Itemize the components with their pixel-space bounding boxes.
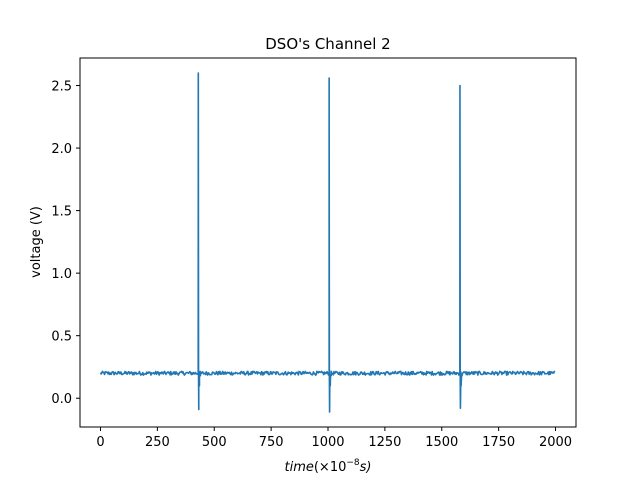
y-axis-label: voltage (V) — [29, 206, 44, 278]
y-tick-label: 2.5 — [51, 80, 72, 95]
y-tick-label: 1.0 — [51, 267, 72, 282]
x-axis-label-main: time — [284, 460, 313, 475]
y-tick-label: 0.0 — [51, 392, 72, 407]
x-axis-ticks: 0 250 500 750 1000 1250 1500 1750 2000 — [96, 427, 572, 450]
series-line — [99, 72, 556, 413]
x-axis-label-tail: s) — [360, 460, 372, 475]
y-tick-label: 1.5 — [51, 205, 72, 220]
y-axis-ticks: 0.0 0.5 1.0 1.5 2.0 2.5 — [51, 80, 80, 407]
x-tick-label: 500 — [202, 435, 227, 450]
x-tick-label: 1500 — [425, 435, 458, 450]
x-axis-label-unit: (×10 — [314, 460, 347, 475]
x-tick-label: 750 — [259, 435, 284, 450]
chart-title: DSO's Channel 2 — [265, 35, 390, 53]
y-tick-label: 2.0 — [51, 142, 72, 157]
x-axis-label: time(×10−8s) — [284, 458, 371, 475]
x-tick-label: 0 — [96, 435, 104, 450]
x-tick-label: 2000 — [539, 435, 572, 450]
x-tick-label: 1750 — [482, 435, 515, 450]
x-tick-label: 1250 — [368, 435, 401, 450]
x-tick-label: 250 — [145, 435, 170, 450]
x-tick-label: 1000 — [311, 435, 344, 450]
y-tick-label: 0.5 — [51, 330, 72, 345]
x-axis-label-exponent: −8 — [346, 458, 360, 468]
